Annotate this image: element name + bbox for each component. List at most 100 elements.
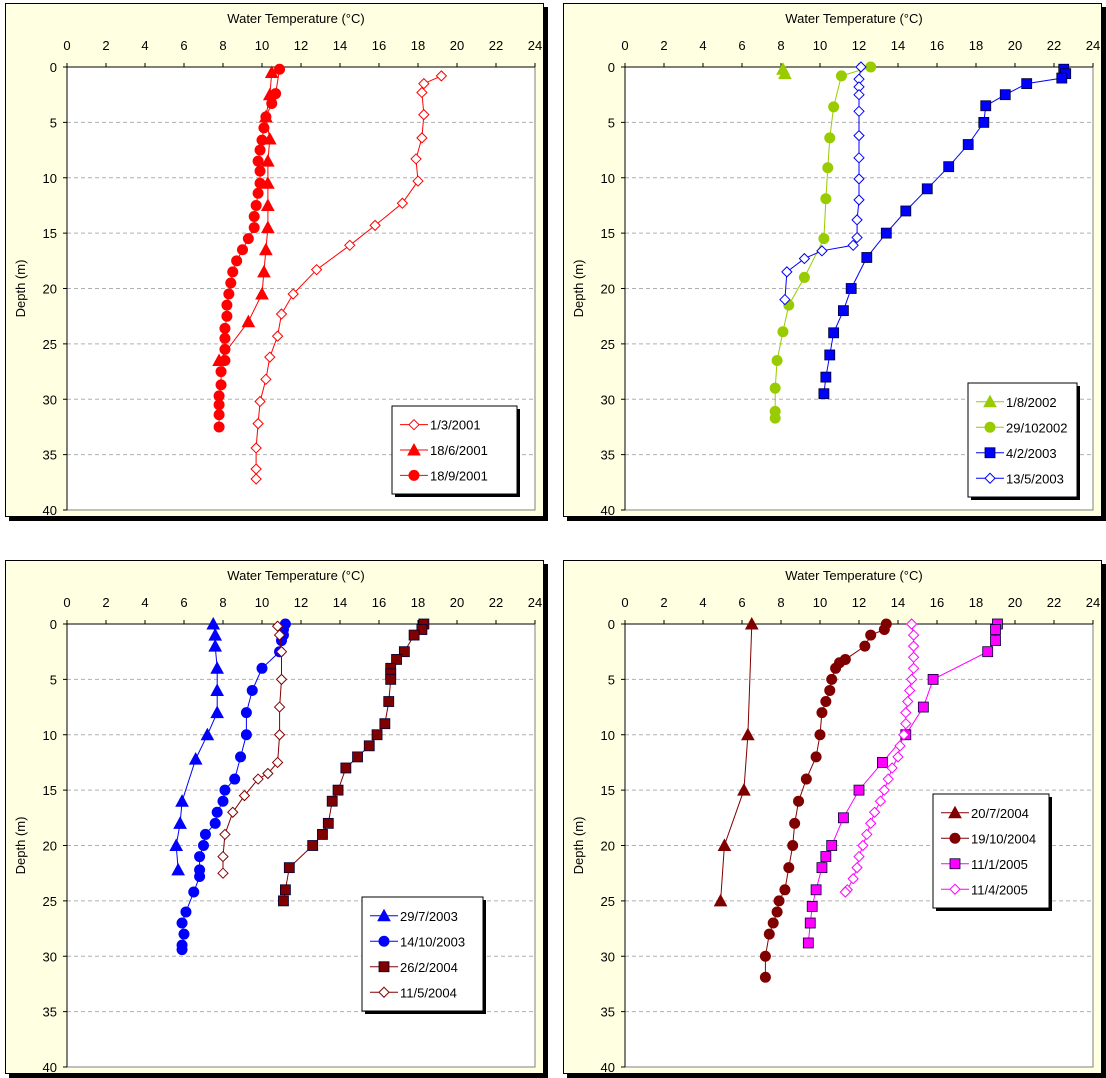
legend: 20/7/2004 19/10/2004 11/1/2005 11/4/2005 [932, 793, 1052, 911]
data-point [208, 639, 223, 652]
chart-panel-3: 0 2 4 6 8 10 12 14 16 18 20 22 24 0 5 10 15 20 25 30 35 40 Wat… [5, 560, 548, 1078]
data-point [859, 640, 871, 652]
data-point [210, 705, 224, 719]
legend-label: 29/102002 [1006, 420, 1067, 435]
legend-label: 11/5/2004 [400, 985, 457, 1000]
data-point [213, 399, 225, 411]
legend-label: 1/3/2001 [430, 418, 481, 433]
data-point [322, 817, 334, 829]
data-point [219, 332, 231, 344]
legend-marker [408, 469, 420, 481]
data-point [385, 673, 397, 685]
data-point [798, 252, 811, 265]
data-point [261, 220, 275, 234]
y-tick-label: 35 [43, 448, 57, 463]
data-point [900, 717, 912, 730]
data-point [907, 662, 920, 675]
x-tick-label: 14 [891, 595, 905, 610]
data-point [1021, 78, 1033, 90]
data-point [180, 906, 192, 918]
data-point [853, 194, 865, 206]
data-point [874, 795, 887, 807]
legend-marker [377, 908, 391, 922]
data-point [778, 66, 792, 80]
data-point [250, 473, 262, 485]
legend: 1/3/2001 18/6/2001 18/9/2001 [391, 405, 520, 497]
x-axis-title: Water Temperature (°C) [785, 568, 922, 583]
data-point [830, 662, 842, 674]
data-point [254, 165, 266, 177]
data-point [851, 214, 863, 226]
data-point [779, 884, 791, 896]
data-point [820, 371, 832, 383]
data-point [275, 645, 288, 658]
data-point [900, 706, 912, 719]
x-tick-label: 14 [333, 595, 347, 610]
legend-marker [408, 418, 420, 431]
x-tick-label: 20 [1008, 595, 1022, 610]
data-point [275, 308, 288, 320]
data-point [839, 886, 852, 898]
data-point [820, 696, 832, 708]
data-point [820, 193, 832, 205]
data-point [221, 299, 233, 311]
data-point [741, 727, 755, 741]
chart-svg: 0 2 4 6 8 10 12 14 16 18 20 22 240510152025303540Wat… [563, 560, 1106, 1078]
x-tick-label: 12 [852, 38, 866, 53]
data-point [213, 421, 225, 433]
y-tick-label: 30 [601, 392, 615, 407]
data-point [408, 629, 420, 641]
y-tick-label: 30 [43, 949, 57, 964]
data-point [287, 288, 299, 300]
legend-label: 20/7/2004 [971, 806, 1029, 821]
data-point [898, 729, 910, 741]
data-point [211, 806, 223, 818]
x-tick-label: 16 [372, 595, 386, 610]
x-tick-label: 6 [738, 38, 745, 53]
legend-label: 18/6/2001 [430, 443, 488, 458]
legend-label: 29/7/2003 [400, 909, 458, 924]
x-axis-title: Water Temperature (°C) [227, 568, 364, 583]
series-20/7/2004 [713, 616, 759, 907]
y-tick-label: 5 [608, 672, 615, 687]
data-point [219, 343, 231, 355]
data-point [865, 61, 877, 73]
data-point [271, 620, 284, 632]
data-point [254, 177, 266, 189]
data-point [907, 640, 920, 652]
data-point [816, 707, 828, 719]
y-tick-label: 25 [601, 337, 615, 352]
data-point [248, 222, 260, 234]
legend-label: 26/2/2004 [400, 960, 458, 975]
y-tick-label: 15 [601, 783, 615, 798]
data-point [209, 817, 221, 829]
data-point [215, 379, 227, 391]
y-tick-label: 30 [601, 949, 615, 964]
data-point [219, 784, 231, 796]
x-tick-label: 12 [294, 38, 308, 53]
series-11/5/2004 [217, 620, 288, 879]
series-18/9/2001 [213, 63, 286, 433]
data-point [773, 895, 785, 907]
data-point [200, 727, 215, 741]
data-point [828, 327, 840, 339]
x-tick-label: 4 [699, 595, 706, 610]
data-point [990, 635, 1001, 647]
data-point [217, 867, 229, 879]
data-point [173, 816, 187, 829]
data-point [227, 266, 239, 278]
data-point [921, 183, 933, 195]
data-point [198, 840, 209, 851]
data-point [917, 701, 929, 713]
data-point [744, 616, 759, 630]
data-point [252, 417, 264, 430]
y-tick-label: 10 [601, 171, 615, 186]
y-tick-label: 15 [43, 226, 57, 241]
data-point [868, 806, 881, 818]
series-11/4/2005 [839, 618, 920, 898]
legend-label: 1/8/2002 [1006, 395, 1057, 410]
data-point [837, 812, 849, 824]
data-point [903, 684, 916, 697]
y-tick-label: 20 [601, 282, 615, 297]
legend-label: 14/10/2003 [400, 934, 465, 949]
